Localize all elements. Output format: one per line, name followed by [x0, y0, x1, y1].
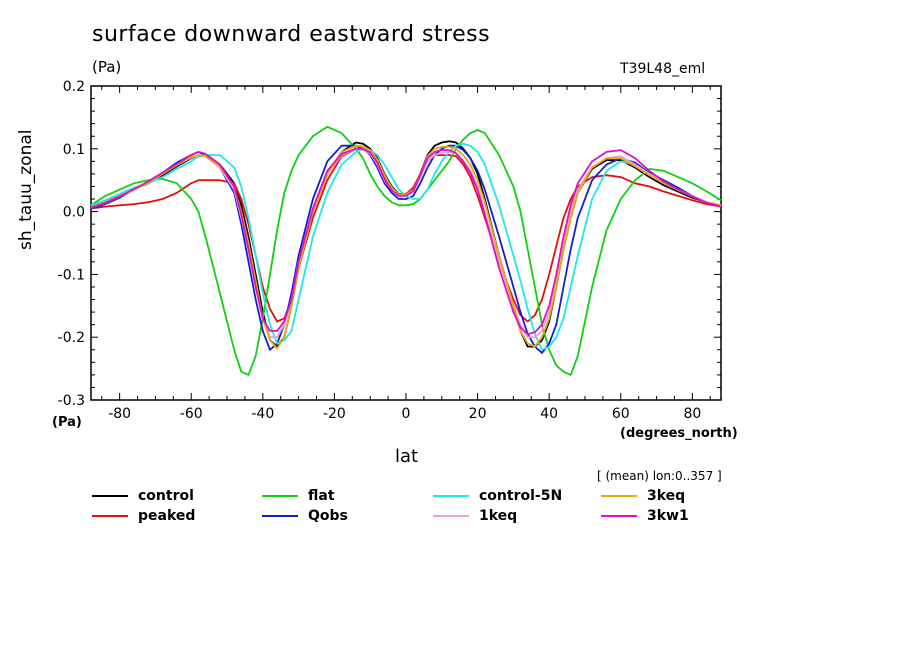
x-tick-label: -40 — [251, 406, 274, 422]
y-tick-label: 0.0 — [63, 205, 85, 221]
series-line-control — [90, 140, 722, 348]
run-label: T39L48_eml — [620, 61, 706, 77]
y-tick-label: 0.1 — [63, 142, 85, 158]
y-tick-label: -0.1 — [58, 267, 85, 283]
y-axis-units: (Pa) — [52, 415, 82, 430]
x-tick-label: 40 — [540, 406, 558, 422]
series-line-3kw1 — [90, 147, 722, 336]
x-tick-label: 0 — [402, 406, 411, 422]
chart-lines — [90, 125, 722, 376]
x-tick-label: 20 — [469, 406, 487, 422]
series-line-peaked — [90, 147, 722, 323]
x-axis-units: (degrees_north) — [620, 426, 738, 441]
series-line-qobs — [90, 144, 722, 354]
x-tick-label: -60 — [180, 406, 203, 422]
x-tick-label: -80 — [108, 406, 131, 422]
x-tick-label: 60 — [612, 406, 630, 422]
series-line-1keq — [90, 147, 722, 339]
series-line-flat — [90, 125, 722, 376]
chart-title: surface downward eastward stress — [92, 22, 491, 47]
chart-axes: -80 -60 -40 -20 0 20 40 60 80 -0.3 -0.2 -0.1 0.0 0.1 0… — [58, 79, 722, 422]
y-tick-label: -0.2 — [58, 330, 85, 346]
series-line-3keq — [90, 144, 722, 350]
units-label: (Pa) — [92, 58, 122, 76]
x-tick-label: -20 — [323, 406, 346, 422]
plot-frame — [90, 85, 722, 401]
series-line-control-5n — [90, 142, 722, 351]
region-note: [ (mean) lon:0..357 ] — [597, 469, 722, 483]
x-axis-label: lat — [395, 446, 419, 467]
x-tick-label: 80 — [683, 406, 701, 422]
y-tick-label: -0.3 — [58, 393, 85, 409]
y-tick-label: 0.2 — [63, 79, 85, 95]
